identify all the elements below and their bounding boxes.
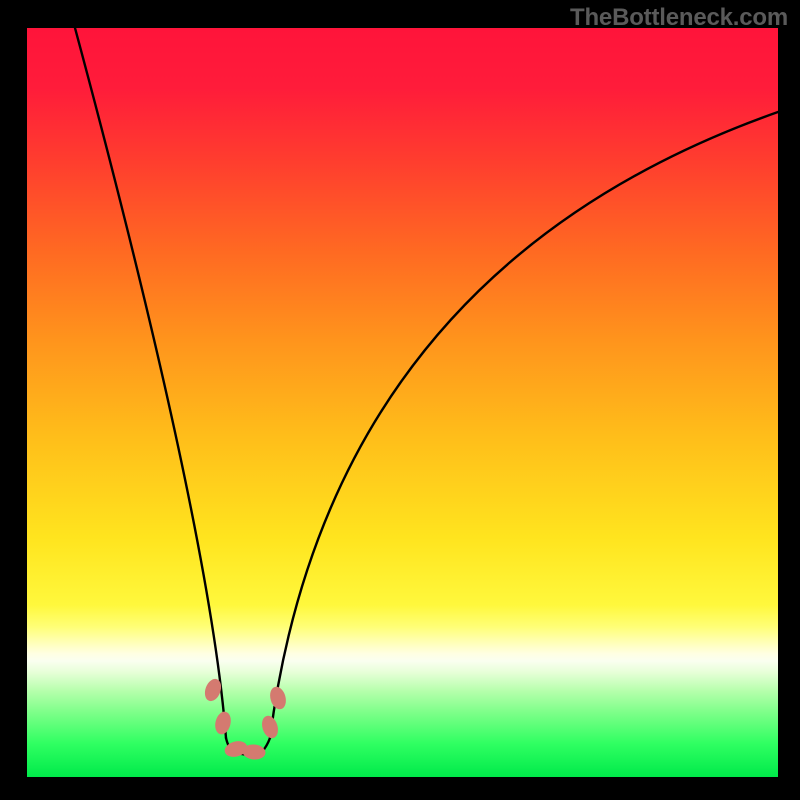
bottleneck-chart [0, 0, 800, 800]
plot-background [27, 28, 778, 777]
chart-stage: TheBottleneck.com [0, 0, 800, 800]
watermark-text: TheBottleneck.com [570, 4, 788, 32]
